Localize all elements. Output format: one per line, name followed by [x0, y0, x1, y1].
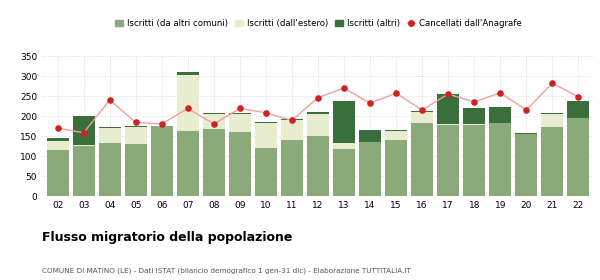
- Bar: [203, 114, 225, 129]
- Point: [105, 98, 115, 102]
- Bar: [489, 123, 511, 196]
- Bar: [541, 113, 563, 114]
- Bar: [229, 114, 251, 132]
- Bar: [307, 136, 329, 196]
- Bar: [177, 131, 199, 196]
- Bar: [47, 141, 68, 150]
- Bar: [98, 128, 121, 143]
- Bar: [568, 118, 589, 196]
- Bar: [203, 129, 225, 196]
- Text: COMUNE DI MATINO (LE) - Dati ISTAT (bilancio demografico 1 gen-31 dic) - Elabora: COMUNE DI MATINO (LE) - Dati ISTAT (bila…: [42, 268, 411, 274]
- Point: [131, 120, 140, 125]
- Point: [469, 100, 479, 104]
- Point: [261, 111, 271, 115]
- Bar: [411, 123, 433, 196]
- Point: [53, 126, 62, 130]
- Point: [365, 101, 375, 106]
- Bar: [255, 123, 277, 148]
- Bar: [333, 101, 355, 143]
- Point: [391, 91, 401, 95]
- Bar: [125, 144, 147, 196]
- Bar: [177, 75, 199, 131]
- Bar: [515, 134, 538, 196]
- Bar: [333, 149, 355, 196]
- Bar: [541, 127, 563, 196]
- Point: [418, 108, 427, 112]
- Bar: [437, 124, 459, 125]
- Bar: [333, 143, 355, 149]
- Point: [313, 95, 323, 100]
- Text: Flusso migratorio della popolazione: Flusso migratorio della popolazione: [42, 231, 292, 244]
- Bar: [541, 114, 563, 127]
- Bar: [437, 125, 459, 196]
- Bar: [281, 140, 303, 196]
- Point: [339, 86, 349, 90]
- Point: [79, 130, 88, 135]
- Bar: [515, 133, 538, 134]
- Bar: [307, 112, 329, 114]
- Bar: [411, 111, 433, 112]
- Legend: Iscritti (da altri comuni), Iscritti (dall'estero), Iscritti (altri), Cancellati: Iscritti (da altri comuni), Iscritti (da…: [111, 15, 525, 31]
- Bar: [568, 101, 589, 118]
- Bar: [255, 122, 277, 123]
- Bar: [385, 140, 407, 196]
- Bar: [411, 112, 433, 123]
- Bar: [125, 127, 147, 144]
- Point: [496, 90, 505, 95]
- Point: [209, 122, 218, 126]
- Bar: [463, 125, 485, 196]
- Bar: [47, 137, 68, 141]
- Bar: [125, 126, 147, 127]
- Bar: [385, 130, 407, 131]
- Bar: [98, 143, 121, 196]
- Bar: [229, 113, 251, 114]
- Point: [574, 95, 583, 99]
- Bar: [177, 72, 199, 75]
- Point: [287, 118, 297, 123]
- Bar: [203, 113, 225, 114]
- Point: [548, 81, 557, 85]
- Bar: [229, 132, 251, 196]
- Bar: [437, 94, 459, 124]
- Bar: [151, 126, 173, 196]
- Point: [183, 106, 193, 111]
- Bar: [385, 131, 407, 140]
- Bar: [307, 114, 329, 136]
- Bar: [255, 148, 277, 196]
- Bar: [73, 146, 95, 196]
- Bar: [359, 130, 381, 142]
- Bar: [98, 127, 121, 128]
- Bar: [463, 108, 485, 124]
- Point: [157, 122, 167, 126]
- Point: [443, 92, 453, 96]
- Bar: [489, 107, 511, 123]
- Point: [235, 106, 245, 111]
- Bar: [281, 120, 303, 140]
- Point: [521, 108, 531, 112]
- Bar: [359, 142, 381, 196]
- Bar: [73, 116, 95, 145]
- Bar: [281, 119, 303, 120]
- Bar: [47, 150, 68, 196]
- Bar: [463, 124, 485, 125]
- Bar: [73, 145, 95, 146]
